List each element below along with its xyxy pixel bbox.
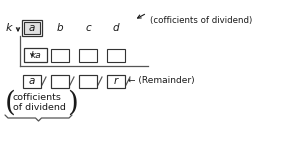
Text: c: c xyxy=(85,23,91,33)
Text: cofficients: cofficients xyxy=(13,94,62,103)
Text: (cofficients of dividend): (cofficients of dividend) xyxy=(150,15,252,24)
Bar xyxy=(51,75,69,88)
Text: r: r xyxy=(114,76,118,86)
Text: ): ) xyxy=(67,90,78,117)
Text: ka: ka xyxy=(31,50,41,59)
Text: a: a xyxy=(29,76,35,86)
Text: b: b xyxy=(57,23,63,33)
Bar xyxy=(25,48,47,62)
Bar xyxy=(22,20,42,36)
Text: ← (Remainder): ← (Remainder) xyxy=(128,77,195,86)
Text: of dividend: of dividend xyxy=(13,104,66,113)
Bar xyxy=(107,75,125,88)
Text: k: k xyxy=(6,23,12,33)
Text: (: ( xyxy=(5,90,16,117)
Text: a: a xyxy=(29,23,35,33)
Text: d: d xyxy=(113,23,119,33)
Bar xyxy=(24,22,40,34)
Bar xyxy=(51,48,69,61)
Bar xyxy=(107,48,125,61)
Bar xyxy=(79,75,97,88)
Bar xyxy=(23,75,41,88)
Bar xyxy=(79,48,97,61)
